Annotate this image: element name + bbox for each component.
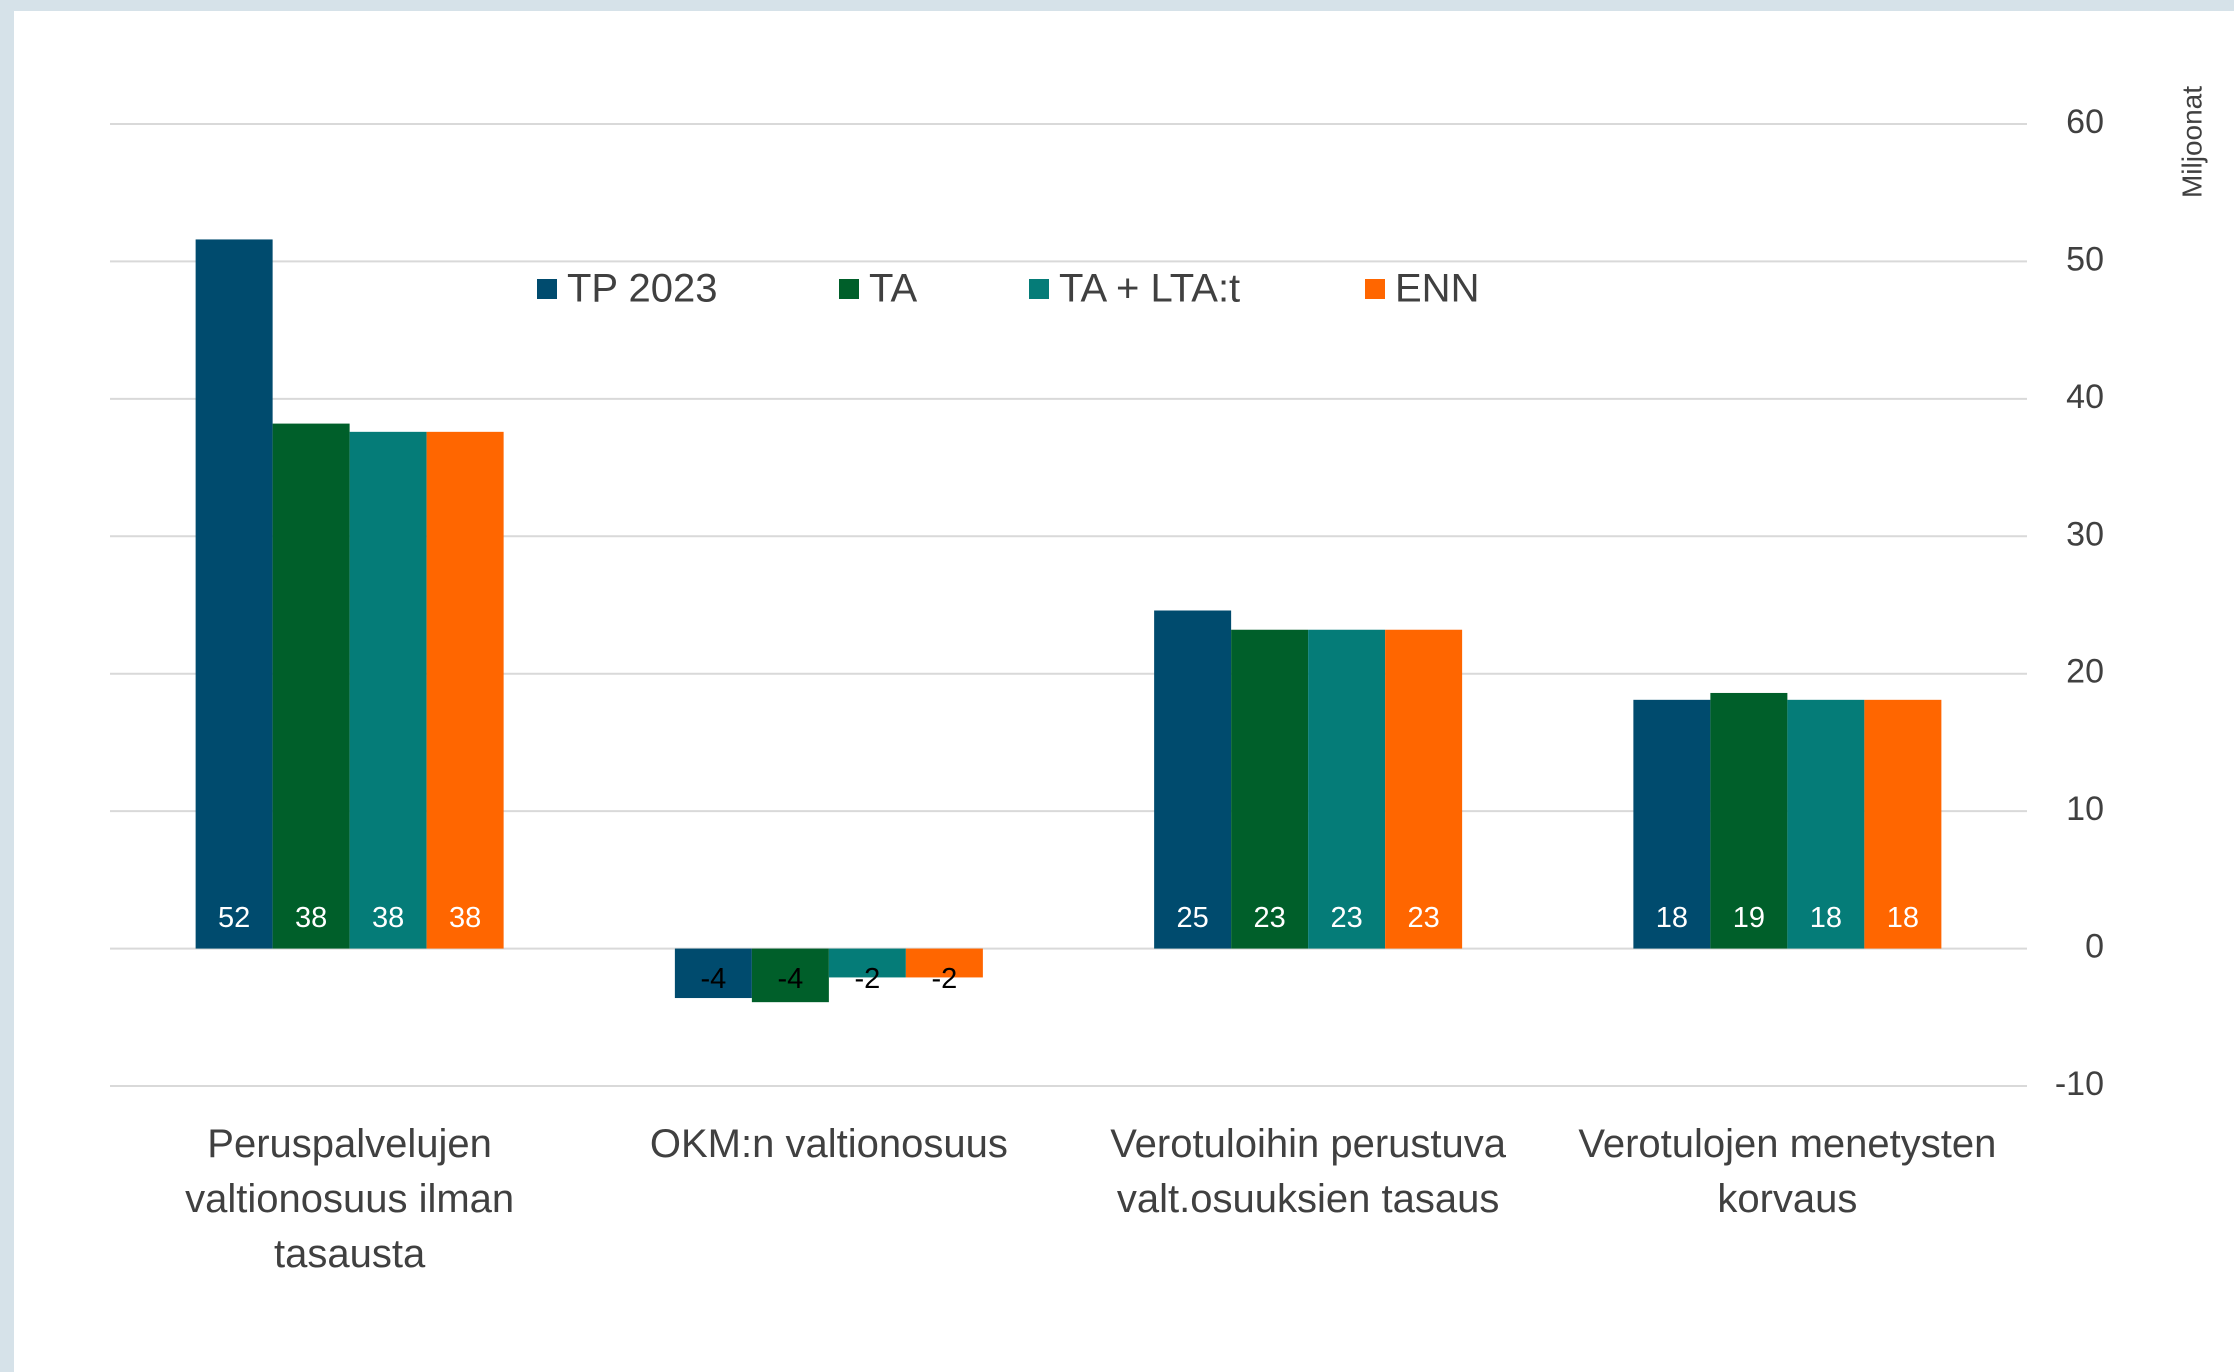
- legend-swatch: [839, 279, 859, 299]
- legend-swatch: [537, 279, 557, 299]
- bar: [1787, 699, 1865, 949]
- bar: [1385, 629, 1463, 949]
- data-label: 19: [1733, 902, 1765, 934]
- y-tick-label: 20: [2066, 653, 2104, 691]
- y-tick-label: 50: [2066, 240, 2104, 278]
- bar: [195, 239, 273, 949]
- data-label: 18: [1810, 902, 1842, 934]
- legend-swatch: [1365, 279, 1385, 299]
- data-label: 18: [1656, 902, 1688, 934]
- data-label: -4: [777, 963, 803, 995]
- bar: [1154, 610, 1232, 949]
- y-tick-label: 30: [2066, 515, 2104, 553]
- bar: [674, 948, 752, 999]
- legend-label: TA + LTA:t: [1059, 267, 1240, 311]
- y-axis-label: Miljoonat: [2176, 86, 2207, 198]
- data-label: 38: [449, 902, 481, 934]
- bar: [272, 423, 350, 949]
- x-tick-label: OKM:n valtionosuus: [649, 1122, 1008, 1166]
- data-label: 38: [295, 902, 327, 934]
- y-tick-label: 10: [2066, 790, 2104, 828]
- data-label: -2: [931, 963, 957, 995]
- bar: [349, 431, 427, 949]
- y-tick-label: -10: [2055, 1065, 2104, 1103]
- bar: [1231, 629, 1309, 949]
- x-tick-label: Verotuloihin perustuva valt.osuuksien ta…: [1110, 1122, 1507, 1221]
- data-label: -4: [700, 963, 726, 995]
- bar: [905, 948, 983, 978]
- data-label: 23: [1330, 902, 1362, 934]
- x-tick-label: Verotulojen menetysten korvaus: [1578, 1122, 1997, 1221]
- bar: [1710, 692, 1788, 949]
- legend-swatch: [1029, 279, 1049, 299]
- legend-label: TA: [869, 267, 917, 311]
- bar: [1308, 629, 1386, 949]
- y-tick-label: 40: [2066, 378, 2104, 416]
- data-label: 23: [1407, 902, 1439, 934]
- bar: [828, 948, 906, 978]
- data-label: 25: [1176, 902, 1208, 934]
- y-tick-label: 60: [2066, 103, 2104, 141]
- data-label: -2: [854, 963, 880, 995]
- bar: [426, 431, 504, 949]
- bar: [751, 948, 829, 1003]
- x-tick-label: Peruspalvelujen valtionosuus ilman tasau…: [185, 1122, 515, 1276]
- data-label: 18: [1887, 902, 1919, 934]
- bar: [1864, 699, 1942, 949]
- legend-label: ENN: [1395, 267, 1479, 311]
- data-label: 23: [1253, 902, 1285, 934]
- data-label: 52: [218, 902, 250, 934]
- data-label: 38: [372, 902, 404, 934]
- y-tick-label: 0: [2085, 928, 2104, 966]
- bar: [1633, 699, 1711, 949]
- legend-label: TP 2023: [567, 267, 718, 311]
